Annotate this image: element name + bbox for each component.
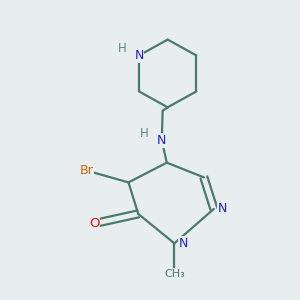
Text: H: H <box>118 42 126 55</box>
Text: N: N <box>157 134 167 147</box>
Text: Br: Br <box>80 164 94 177</box>
Text: O: O <box>89 217 99 230</box>
Text: N: N <box>134 49 144 62</box>
Text: N: N <box>178 237 188 250</box>
Text: CH₃: CH₃ <box>164 269 185 279</box>
Text: H: H <box>140 127 149 140</box>
Text: N: N <box>218 202 227 215</box>
